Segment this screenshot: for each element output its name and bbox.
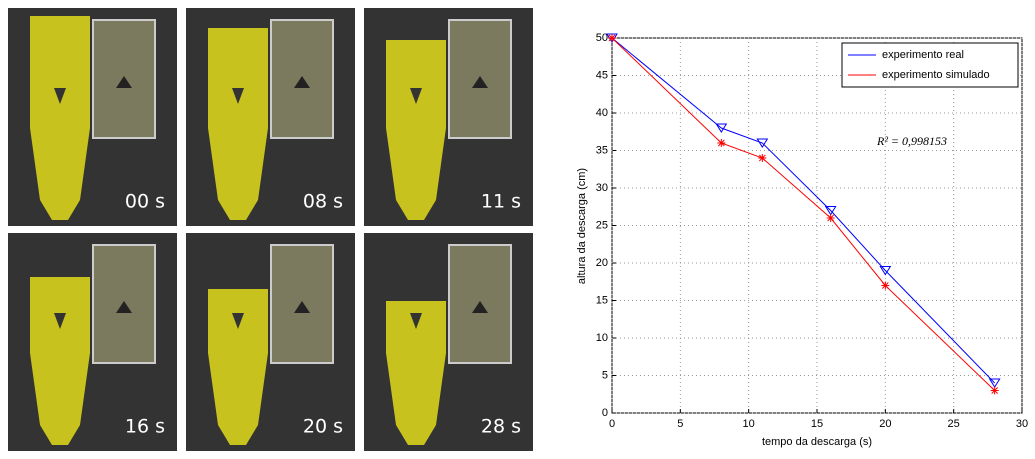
chart: 0 5 10 15 20 25 30 35 40 45 50 0 5 10 15 20 25 30 experime… [596,32,1028,430]
point [990,386,999,395]
legend-box [841,42,1019,88]
photo-obstacle [294,76,310,88]
y-tick-label: 35 [596,144,608,156]
silo-simulation [386,40,446,220]
x-tick-label: 0 [609,418,615,430]
photo-obstacle [116,76,132,88]
y-tick-label: 30 [596,182,608,194]
panel-label: 08 s [303,191,343,213]
silo-simulation [30,277,90,445]
y-tick-label: 0 [602,407,608,419]
panel-label: 16 s [125,416,165,438]
image-panel: 16 s [8,233,177,451]
panel-label: 11 s [481,191,521,213]
silo-simulation [386,301,446,445]
x-tick-label: 10 [743,418,755,430]
point [881,281,890,290]
image-panel: 28 s [364,233,533,451]
x-tick-label: 20 [879,418,891,430]
y-tick-label: 20 [596,257,608,269]
annotation: R² = 0,998153 [876,134,947,148]
panel-label: 28 s [481,416,521,438]
panel-label: 00 s [125,191,165,213]
series-line [611,37,996,391]
point [715,123,728,133]
photo-obstacle [472,301,488,313]
image-grid: 00 s 08 s 11 s 16 s 20 s 28 s [8,8,533,451]
y-tick-label: 45 [596,69,608,81]
x-tick-label: 15 [811,418,823,430]
point [758,154,767,162]
panel-label: 20 s [303,416,343,438]
x-tick-label: 25 [948,418,960,430]
image-panel: 08 s [186,8,355,226]
silo-obstacle [410,88,422,104]
photo-obstacle [472,76,488,88]
photo-obstacle [294,301,310,313]
x-tick-label: 5 [677,418,683,430]
image-panel: 20 s [186,233,355,451]
photo-obstacle [116,301,132,313]
y-axis-label: altura da descarga (cm) [576,168,588,284]
image-panel: 11 s [364,8,533,226]
silo-obstacle [410,313,422,329]
point [824,206,837,216]
point [717,139,726,147]
silo-obstacle [232,313,244,329]
y-tick-label: 10 [596,332,608,344]
y-tick-label: 50 [596,32,608,44]
point [879,266,892,276]
point [988,378,1001,388]
legend-label: experimento real [882,49,964,61]
silo-simulation [30,16,90,220]
silo-obstacle [54,88,66,104]
silo-obstacle [232,88,244,104]
series-line [611,37,996,384]
y-tick-label: 25 [596,219,608,231]
point [608,34,616,42]
y-tick-label: 40 [596,107,608,119]
legend-label: experimento simulado [882,69,990,81]
point [826,214,835,222]
silo-simulation [208,28,268,220]
y-tick-label: 15 [596,294,608,306]
y-tick-label: 5 [602,369,608,381]
x-tick-label: 30 [1016,418,1028,430]
x-axis-label: tempo da descarga (s) [762,436,872,448]
image-panel: 00 s [8,8,177,226]
silo-obstacle [54,313,66,329]
silo-simulation [208,289,268,445]
point [756,138,769,148]
